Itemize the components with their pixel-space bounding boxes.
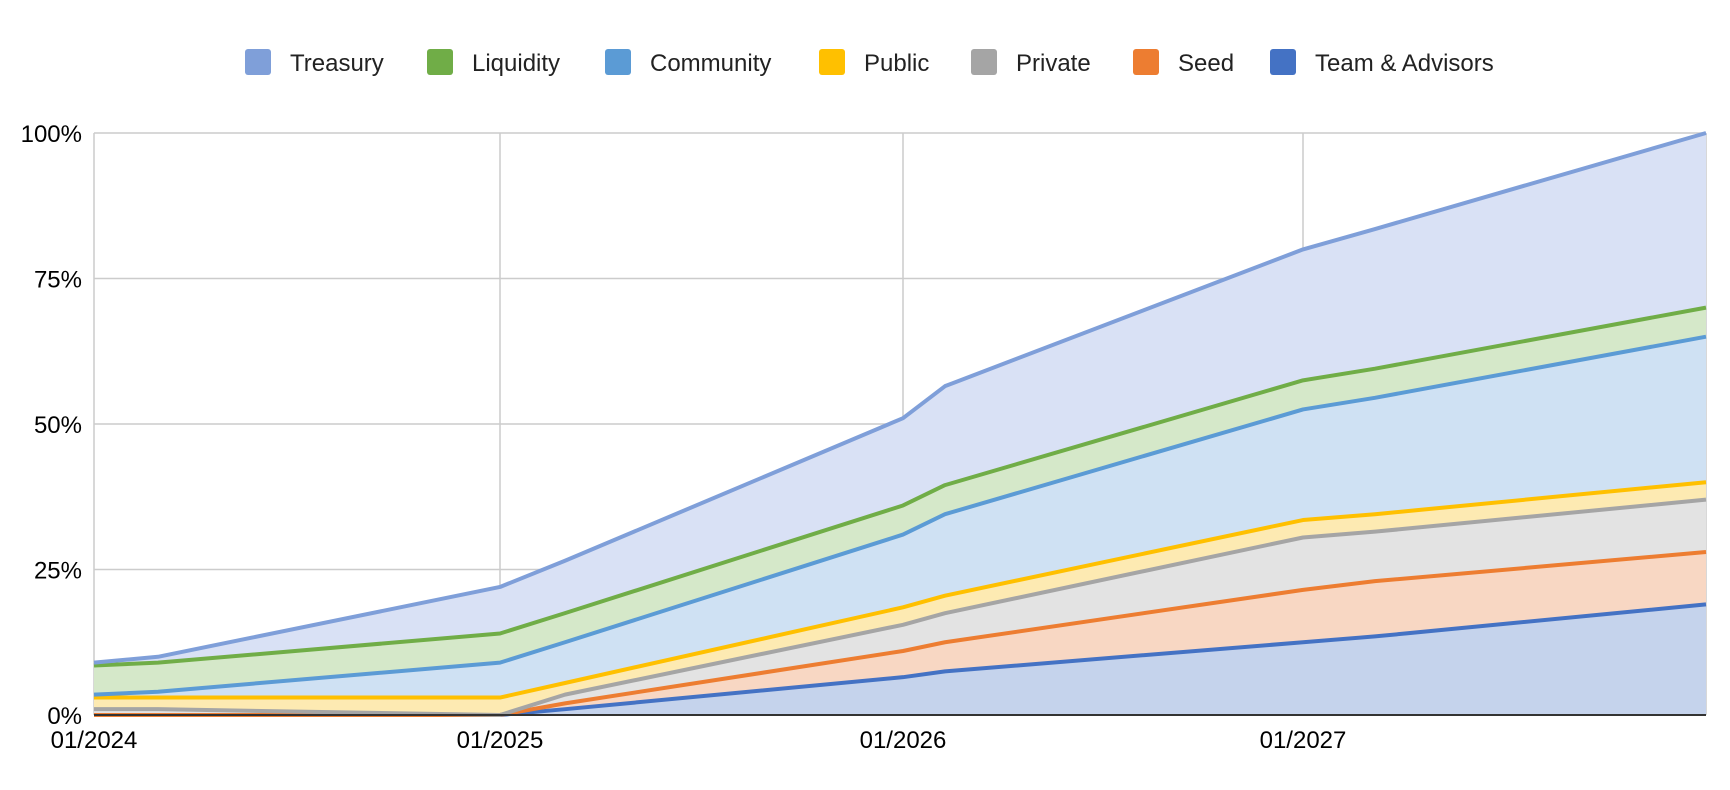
area-team-advisors bbox=[94, 604, 1706, 715]
x-axis-labels: 01/2024 01/2025 01/2026 01/2027 bbox=[51, 727, 1347, 754]
legend-swatch bbox=[605, 49, 631, 75]
legend-label: Seed bbox=[1178, 50, 1234, 77]
legend-item-liquidity[interactable]: Liquidity bbox=[427, 49, 560, 77]
legend-swatch bbox=[1270, 49, 1296, 75]
x-tick-label: 01/2025 bbox=[457, 727, 544, 754]
legend-item-community[interactable]: Community bbox=[605, 49, 771, 77]
legend-item-team-advisors[interactable]: Team & Advisors bbox=[1270, 49, 1494, 77]
legend-item-private[interactable]: Private bbox=[971, 49, 1091, 77]
legend: Treasury Liquidity Community Public Private S… bbox=[245, 49, 1494, 77]
legend-swatch bbox=[1133, 49, 1159, 75]
line-liquidity bbox=[93, 305, 1707, 668]
legend-item-seed[interactable]: Seed bbox=[1133, 49, 1234, 77]
line-private bbox=[94, 497, 1707, 717]
x-tick-label: 01/2027 bbox=[1260, 727, 1347, 754]
y-tick-label: 50% bbox=[34, 412, 82, 439]
x-tick-label: 01/2026 bbox=[860, 727, 947, 754]
y-tick-label: 75% bbox=[34, 267, 82, 294]
legend-item-treasury[interactable]: Treasury bbox=[245, 49, 384, 77]
legend-item-public[interactable]: Public bbox=[819, 49, 929, 77]
line-community bbox=[93, 334, 1707, 697]
legend-label: Treasury bbox=[290, 50, 384, 77]
legend-swatch bbox=[819, 49, 845, 75]
legend-swatch bbox=[427, 49, 453, 75]
y-tick-label: 100% bbox=[21, 121, 82, 148]
line-public bbox=[94, 480, 1707, 700]
x-tick-label: 01/2024 bbox=[51, 727, 138, 754]
legend-swatch bbox=[245, 49, 271, 75]
legend-label: Public bbox=[864, 50, 929, 77]
legend-swatch bbox=[971, 49, 997, 75]
y-tick-label: 0% bbox=[47, 703, 82, 730]
legend-label: Team & Advisors bbox=[1315, 50, 1494, 77]
y-tick-label: 25% bbox=[34, 558, 82, 585]
line-treasury bbox=[93, 131, 1707, 665]
legend-label: Private bbox=[1016, 50, 1091, 77]
legend-label: Community bbox=[650, 50, 771, 77]
series-areas bbox=[94, 133, 1706, 715]
y-axis-labels: 0% 25% 50% 75% 100% bbox=[21, 121, 82, 730]
legend-label: Liquidity bbox=[472, 50, 560, 77]
